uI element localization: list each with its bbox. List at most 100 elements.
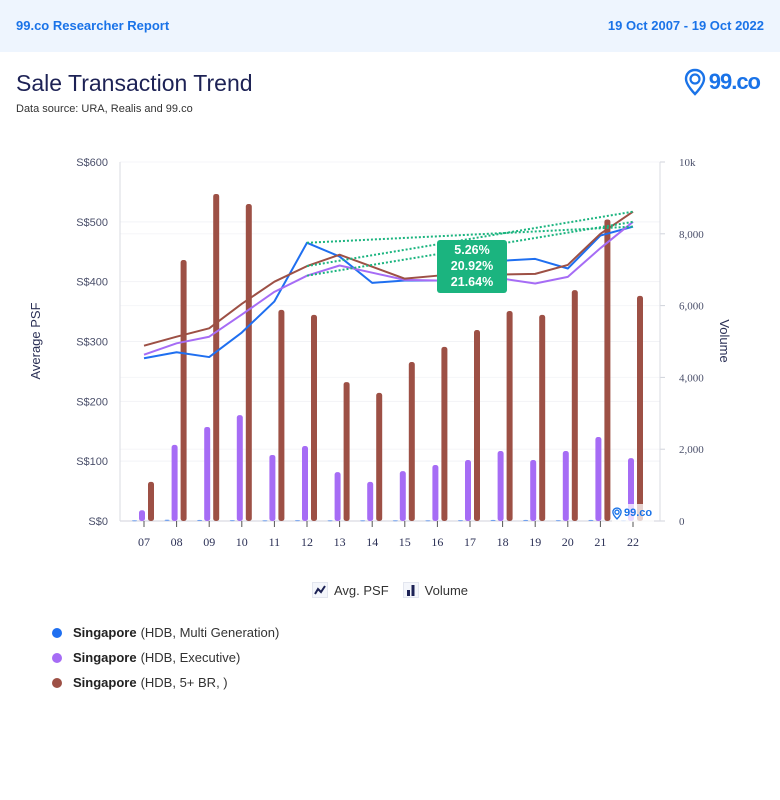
series-name: Singapore: [73, 675, 137, 690]
volume-bar: [180, 260, 187, 521]
y2-tick-label: 0: [679, 516, 685, 528]
volume-bar: [334, 472, 341, 521]
volume-bars: [132, 193, 643, 522]
volume-bar: [164, 519, 170, 521]
legend-toggle-avg-psf[interactable]: Avg. PSF: [311, 582, 389, 598]
x-tick-label: 11: [269, 535, 281, 549]
volume-bar: [571, 290, 578, 521]
volume-bar: [278, 309, 285, 521]
volume-bar: [399, 471, 406, 521]
grid-lines: [120, 161, 660, 522]
psf-line: [143, 225, 634, 360]
x-tick-label: 15: [399, 535, 411, 549]
axes: [119, 161, 665, 527]
volume-bar: [204, 426, 211, 521]
volume-bar: [530, 459, 537, 521]
x-tick-label: 09: [203, 535, 215, 549]
chart-title: Sale Transaction Trend: [16, 70, 253, 96]
chart-type-legend: Avg. PSF Volume: [0, 582, 780, 598]
x-tick-label: 22: [627, 535, 639, 549]
volume-bar: [376, 392, 383, 521]
y2-tick-label: 4,000: [679, 372, 704, 384]
volume-bar: [539, 314, 546, 521]
report-label: 99.co Researcher Report: [16, 18, 170, 33]
volume-bar: [139, 510, 145, 521]
watermark-text: 99.co: [624, 507, 653, 519]
chart-watermark: 99.co: [612, 504, 654, 522]
legend-label: Avg. PSF: [333, 582, 389, 598]
volume-bar: [360, 520, 366, 522]
volume-bar: [302, 445, 308, 521]
x-tick-label: 19: [529, 535, 541, 549]
volume-bar: [269, 454, 276, 521]
y2-tick-label: 2,000: [679, 444, 704, 456]
brand-logo: 99.co: [684, 68, 761, 96]
y-tick-label: S$200: [76, 396, 108, 408]
volume-bar: [506, 310, 513, 521]
series-detail: (HDB, Executive): [140, 650, 241, 665]
volume-bar: [562, 450, 569, 521]
psf-lines: [143, 210, 634, 360]
volume-bar: [595, 436, 602, 521]
volume-bar: [497, 450, 504, 521]
volume-bar: [637, 295, 643, 521]
series-color-dot: [52, 627, 62, 638]
volume-bar: [343, 382, 350, 521]
volume-bar: [588, 519, 594, 521]
series-color-dot: [52, 677, 62, 688]
volume-bar: [311, 314, 317, 521]
volume-bar: [490, 519, 496, 521]
volume-bar: [474, 330, 480, 521]
y-axis-title: Average PSF: [28, 302, 43, 379]
series-legend-item[interactable]: Singapore (HDB, 5+ BR, ): [52, 670, 279, 695]
trend-change-tooltip: 5.26% 20.92% 21.64%: [437, 240, 507, 293]
x-tick-label: 07: [138, 535, 150, 549]
volume-bar: [441, 346, 448, 521]
trend-line: [306, 225, 634, 244]
x-tick-label: 20: [562, 535, 574, 549]
location-pin-icon: [684, 68, 705, 96]
series-name: Singapore: [73, 625, 137, 640]
psf-line: [143, 210, 634, 347]
location-pin-icon: [612, 506, 622, 520]
volume-bar: [367, 481, 374, 521]
volume-bar: [213, 193, 220, 522]
series-color-dot: [52, 652, 62, 663]
y-tick-label: S$400: [76, 277, 108, 289]
volume-bar: [236, 415, 243, 521]
series-legend-item[interactable]: Singapore (HDB, Multi Generation): [52, 620, 279, 645]
volume-bar: [295, 520, 300, 522]
x-tick-label: 18: [497, 535, 509, 549]
sale-trend-chart: S$0 S$100 S$200 S$300 S$400 S$500 S$600 0 2,000 4…: [28, 157, 732, 549]
volume-bar: [523, 519, 529, 521]
series-legend-item[interactable]: Singapore (HDB, Executive): [52, 645, 279, 670]
volume-bar: [262, 520, 268, 522]
volume-bar: [229, 520, 235, 522]
y-tick-label: S$0: [88, 516, 108, 528]
volume-bar: [458, 520, 463, 522]
tooltip-line: 5.26%: [454, 243, 490, 257]
y2-tick-label: 8,000: [679, 229, 704, 241]
volume-bar: [425, 520, 431, 522]
line-chart-icon: [311, 582, 328, 598]
volume-bar: [245, 204, 252, 522]
y-tick-label: S$500: [76, 217, 108, 229]
x-tick-label: 14: [366, 535, 378, 549]
volume-bar: [171, 444, 178, 521]
y2-tick-label: 10k: [679, 157, 696, 169]
legend-toggle-volume[interactable]: Volume: [402, 582, 468, 598]
volume-bar: [465, 459, 471, 521]
volume-bar: [392, 520, 398, 522]
volume-bar: [132, 520, 137, 522]
volume-bar: [148, 481, 154, 521]
x-tick-label: 10: [236, 535, 248, 549]
x-tick-label: 16: [431, 535, 443, 549]
volume-bar: [432, 464, 439, 521]
axis-labels: S$0 S$100 S$200 S$300 S$400 S$500 S$600 0 2,000 4…: [28, 157, 732, 549]
bar-chart-icon: [402, 582, 419, 598]
volume-bar: [327, 520, 333, 522]
volume-bar: [197, 519, 203, 521]
psf-line: [143, 221, 634, 356]
volume-bar: [604, 219, 611, 521]
trend-line: [306, 210, 634, 268]
